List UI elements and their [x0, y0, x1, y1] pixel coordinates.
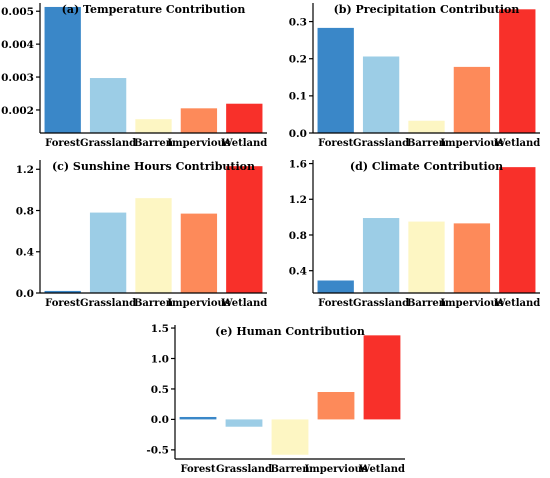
bar-grassland [362, 218, 400, 293]
y-tick-label: 0.5 [151, 384, 169, 396]
y-tick-label: 0.8 [16, 205, 34, 217]
category-label: Impervious [304, 464, 367, 475]
bar-wetland [226, 103, 263, 133]
category-label: Barren [134, 298, 174, 309]
y-tick-label: 0.0 [151, 414, 169, 426]
category-label: Forest [318, 298, 353, 309]
y-tick-label: 1.6 [289, 158, 307, 170]
category-label: Forest [45, 138, 80, 149]
y-tick-label: 0.4 [16, 247, 34, 259]
bar-barren [408, 221, 445, 293]
y-tick-label: 1.2 [289, 194, 307, 206]
bar-wetland [363, 335, 401, 420]
category-label: Forest [318, 138, 353, 149]
y-tick-label: 0.4 [289, 265, 307, 277]
y-tick-label: 0.002 [1, 105, 34, 117]
category-label: Wetland [493, 298, 540, 309]
chart-title: (d) Climate Contribution [350, 160, 503, 173]
y-tick-label: 0.1 [289, 91, 307, 103]
bar-impervious [453, 223, 491, 293]
bar-grassland [362, 56, 400, 133]
category-label: Barren [407, 138, 447, 149]
bar-impervious [317, 392, 355, 420]
bar-impervious [180, 108, 218, 133]
y-tick-label: 0.003 [1, 72, 34, 84]
category-label: Grassland [353, 138, 409, 149]
bar-forest [317, 280, 354, 293]
bar-grassland [225, 419, 263, 427]
category-label: Forest [180, 464, 215, 475]
bar-forest [317, 27, 354, 133]
bar-forest [44, 290, 81, 293]
y-tick-label: 0.2 [289, 54, 307, 66]
bar-wetland [499, 9, 536, 134]
category-label: Impervious [167, 298, 230, 309]
y-tick-label: 0.004 [1, 39, 34, 51]
bar-wetland [499, 167, 536, 293]
bar-barren [135, 119, 172, 133]
category-label: Impervious [167, 138, 230, 149]
y-tick-label: 1.5 [151, 323, 169, 335]
category-label: Impervious [440, 298, 503, 309]
y-tick-label: -0.5 [146, 445, 169, 457]
bar-forest [179, 416, 217, 420]
category-label: Grassland [80, 298, 136, 309]
category-label: Forest [45, 298, 80, 309]
bar-wetland [226, 166, 263, 293]
category-label: Impervious [440, 138, 503, 149]
y-tick-label: 0.0 [289, 128, 307, 140]
bar-barren [135, 198, 172, 293]
bar-impervious [180, 213, 218, 293]
category-label: Grassland [80, 138, 136, 149]
bar-grassland [89, 78, 127, 133]
y-tick-label: 1.0 [151, 353, 169, 365]
category-label: Grassland [353, 298, 409, 309]
bar-grassland [89, 212, 127, 293]
bar-barren [408, 120, 445, 133]
category-label: Wetland [493, 138, 540, 149]
category-label: Wetland [220, 138, 267, 149]
category-label: Barren [270, 464, 310, 475]
chart-title: (c) Sunshine Hours Contribution [52, 160, 255, 173]
y-tick-label: 0.3 [289, 16, 307, 28]
y-tick-label: 0.0 [16, 288, 34, 300]
y-tick-label: 0.005 [1, 6, 34, 18]
category-label: Wetland [358, 464, 405, 475]
category-label: Barren [407, 298, 447, 309]
category-label: Barren [134, 138, 174, 149]
category-label: Wetland [220, 298, 267, 309]
y-tick-label: 0.8 [289, 230, 307, 242]
bar-forest [44, 6, 81, 134]
chart-title: (e) Human Contribution [215, 325, 365, 338]
y-tick-label: 1.2 [16, 164, 34, 176]
chart-title: (b) Precipitation Contribution [334, 3, 520, 16]
chart-title: (a) Temperature Contribution [62, 3, 246, 16]
bar-barren [271, 419, 309, 455]
bar-impervious [453, 66, 491, 133]
category-label: Grassland [216, 464, 272, 475]
